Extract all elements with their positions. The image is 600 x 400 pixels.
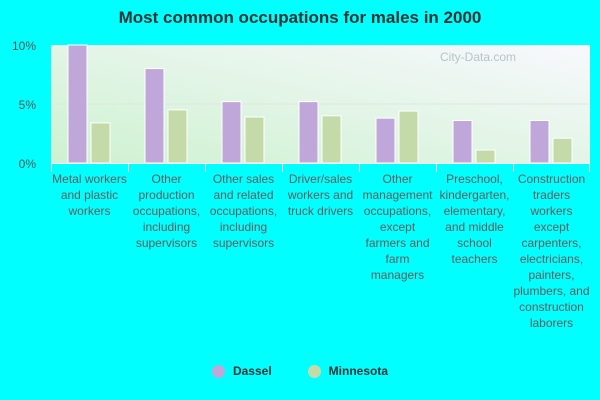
legend: Dassel Minnesota (0, 364, 600, 378)
y-tick-label: 0% (19, 157, 37, 171)
bar-minnesota (167, 109, 188, 164)
legend-item-minnesota: Minnesota (307, 364, 389, 378)
x-tick-label: Other management occupations, except far… (362, 172, 433, 282)
legend-swatch (211, 364, 225, 378)
bar-minnesota (398, 110, 419, 164)
x-tick-label: Construction traders workers except carp… (513, 172, 590, 330)
bar-minnesota (321, 115, 342, 164)
bar-dassel (221, 101, 242, 164)
y-tick-label: 5% (19, 98, 37, 112)
y-tick-label: 10% (12, 39, 36, 53)
bar-minnesota (475, 149, 496, 164)
bar-dassel (67, 44, 88, 164)
bar-dassel (298, 101, 319, 164)
bar-minnesota (552, 137, 573, 164)
chart-title: Most common occupations for males in 200… (118, 8, 482, 27)
bar-dassel (375, 117, 396, 164)
bar-minnesota (90, 122, 111, 164)
legend-swatch (307, 364, 321, 378)
legend-label: Dassel (232, 364, 272, 378)
legend-label: Minnesota (328, 364, 389, 378)
x-tick-label: Preschool, kindergarten, elementary, and… (439, 172, 510, 266)
bar-minnesota (244, 116, 265, 164)
legend-item-dassel: Dassel (211, 364, 272, 378)
x-tick-label: Other sales and related occupations, inc… (209, 172, 278, 250)
bar-dassel (144, 68, 165, 164)
x-tick-label: Metal workers and plastic workers (52, 172, 127, 218)
watermark: City-Data.com (440, 50, 517, 64)
x-tick-label: Driver/sales workers and truck drivers (287, 172, 354, 218)
bar-dassel (529, 120, 550, 164)
bar-dassel (452, 120, 473, 164)
x-tick-label: Other production occupations, including … (132, 172, 201, 250)
